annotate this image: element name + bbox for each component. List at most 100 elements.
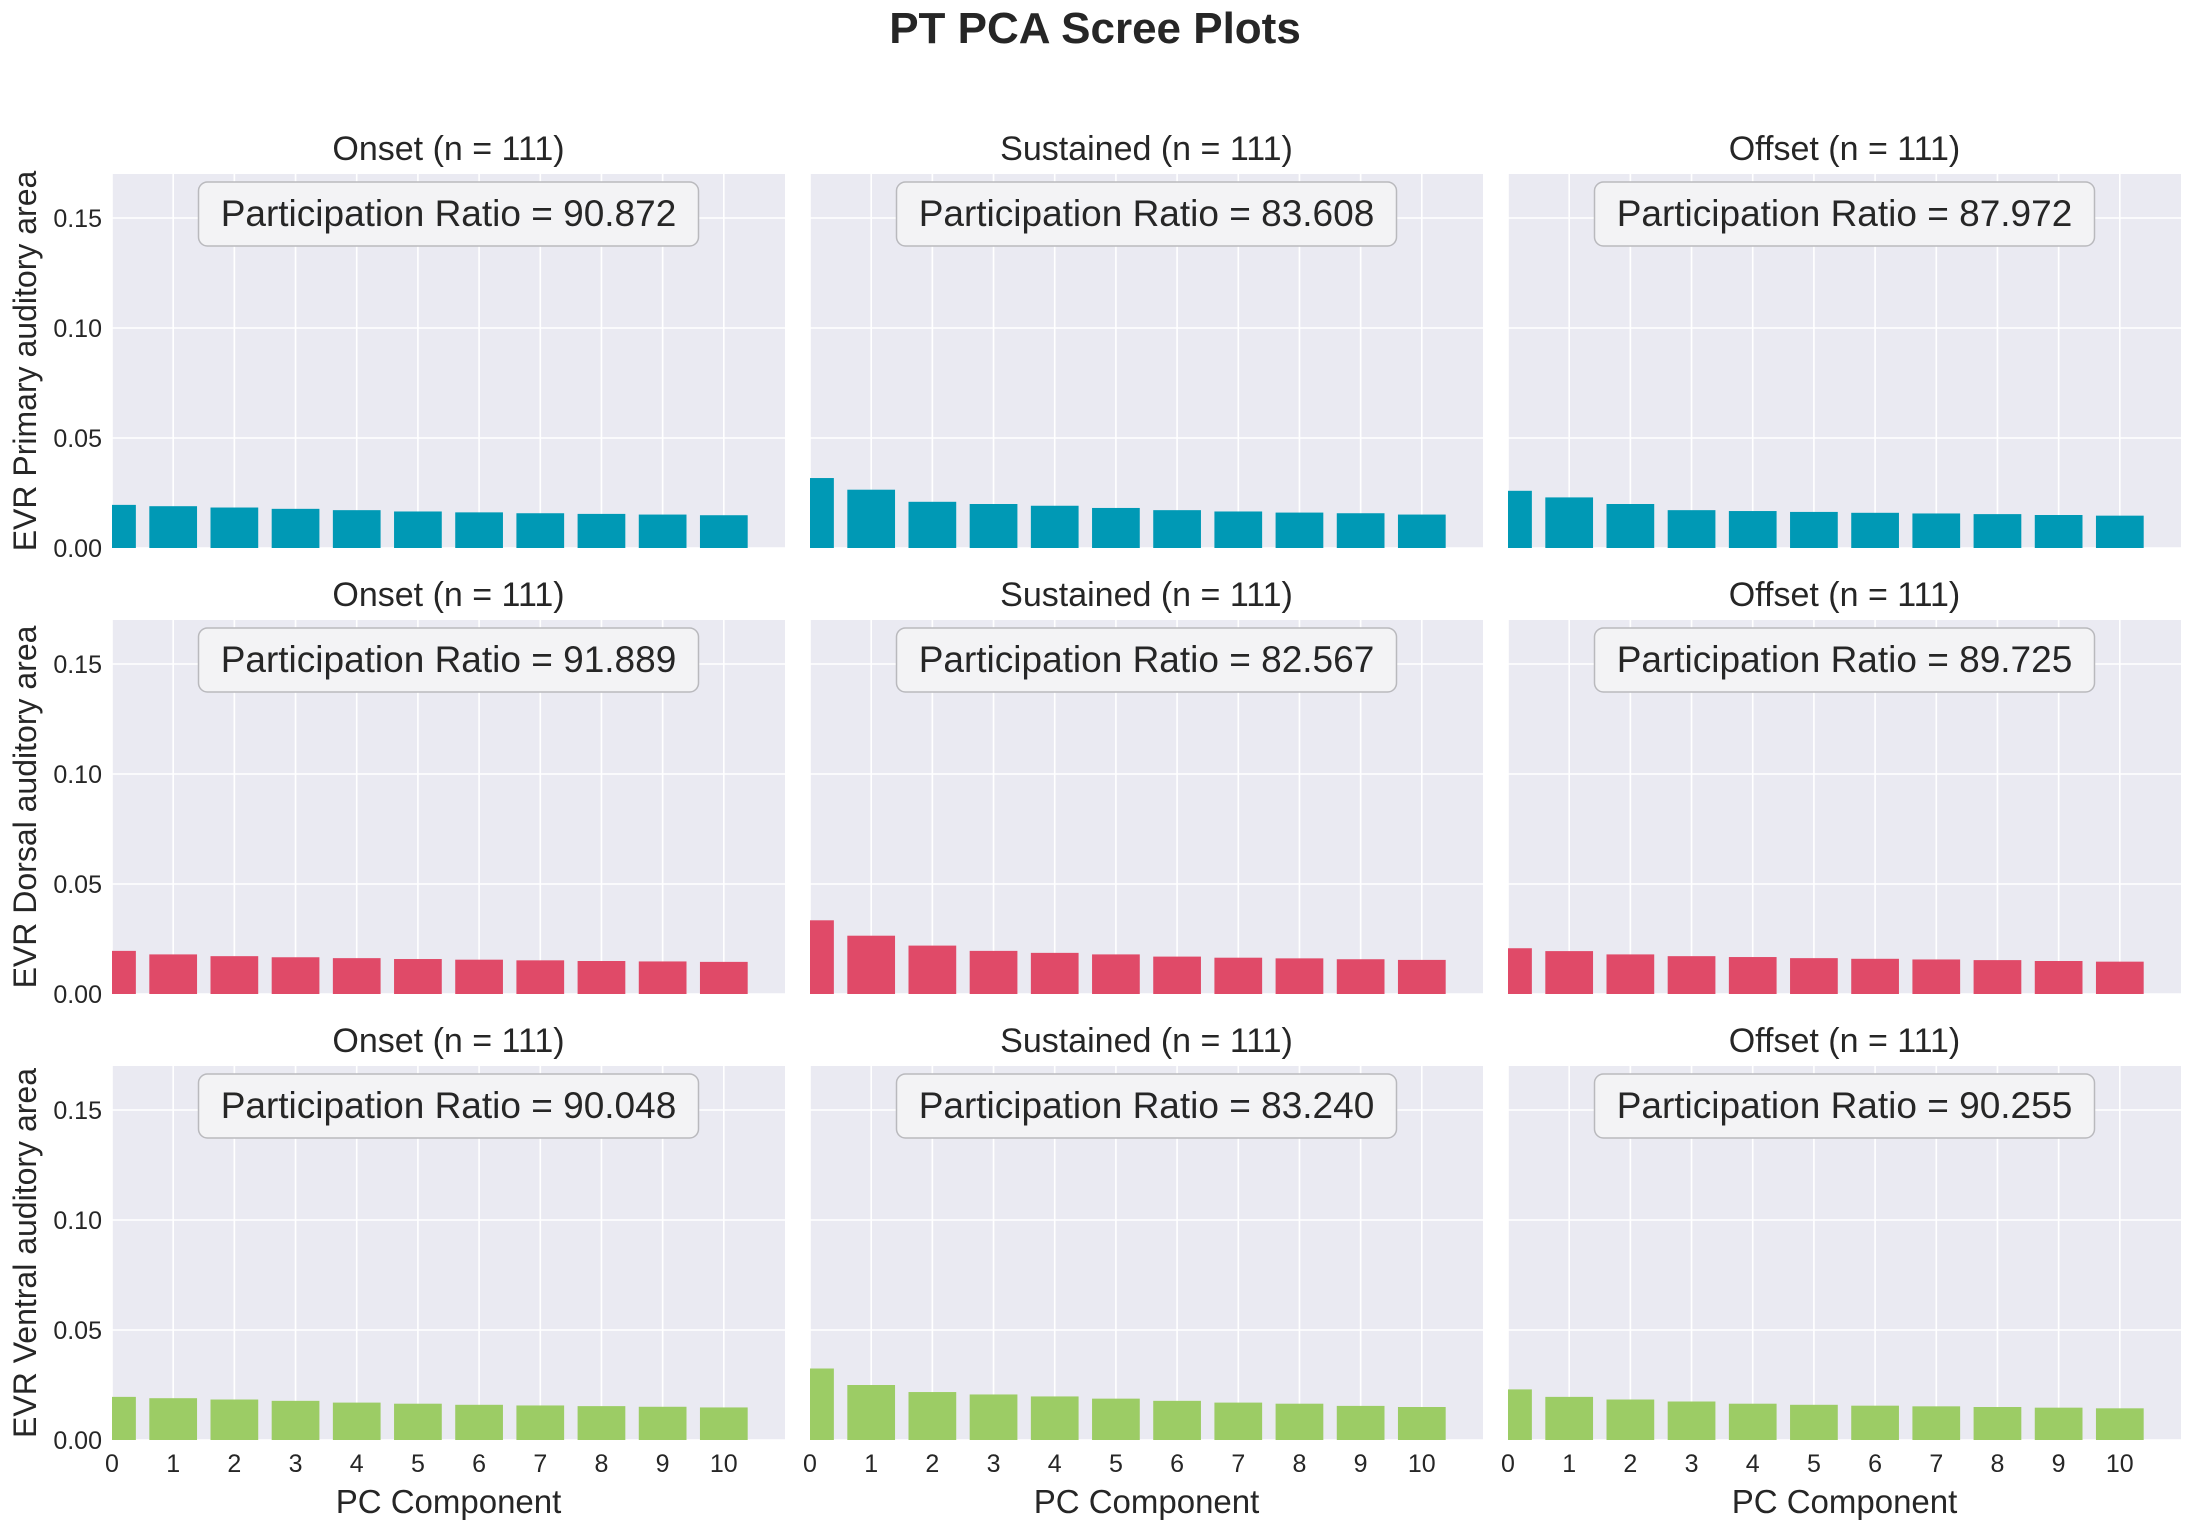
subplot: Onset (n = 111) Participation Ratio = 90.…	[53, 1022, 785, 1520]
bar-pc-2	[1606, 954, 1655, 994]
bar-pc-8	[1275, 1403, 1324, 1440]
annotation-box	[197, 181, 700, 247]
x-tick-label: 8	[1293, 1450, 1307, 1478]
bar-pc-6	[1851, 958, 1899, 994]
bar-pc-4	[1728, 511, 1777, 548]
bar-pc-2	[1606, 504, 1655, 548]
x-tick-label: 3	[1685, 1450, 1699, 1478]
bar-pc-5	[394, 1403, 442, 1440]
bar-pc-7	[516, 960, 565, 994]
participation-ratio-label: Participation Ratio = 90.872	[221, 193, 677, 234]
x-tick-label: 1	[864, 1450, 878, 1478]
x-tick-label: 2	[925, 1450, 939, 1478]
bar-pc-8	[1973, 1407, 2022, 1440]
x-tick-label: 3	[987, 1450, 1001, 1478]
x-axis-label: PC Component	[1732, 1483, 1958, 1520]
subplot-title: Offset (n = 111)	[1729, 1022, 1961, 1060]
bar-pc-2	[210, 507, 259, 548]
x-tick-label: 10	[2106, 1450, 2134, 1478]
bar-pc-0	[1508, 490, 1532, 548]
subplot-title: Onset (n = 111)	[332, 130, 564, 168]
bar-pc-0	[112, 950, 136, 994]
annotation-box	[895, 1073, 1398, 1139]
bar-pc-6	[1851, 1405, 1899, 1440]
bar-pc-7	[516, 1405, 565, 1440]
participation-ratio-label: Participation Ratio = 87.972	[1617, 193, 2073, 234]
x-axis-label: PC Component	[336, 1483, 562, 1520]
subplot: Onset (n = 111) Participation Ratio = 90.…	[53, 130, 785, 563]
bar-pc-8	[1275, 512, 1324, 548]
participation-ratio-label: Participation Ratio = 83.240	[919, 1085, 1375, 1126]
bar-pc-4	[332, 958, 381, 994]
bar-pc-5	[1092, 1398, 1140, 1440]
x-tick-label: 10	[710, 1450, 738, 1478]
bar-pc-10	[699, 961, 748, 994]
x-tick-label: 6	[1868, 1450, 1882, 1478]
x-tick-label: 5	[1109, 1450, 1123, 1478]
bar-pc-5	[1790, 958, 1838, 994]
bar-pc-6	[455, 1404, 503, 1440]
subplot: Offset (n = 111) Participation Ratio = 90…	[1501, 1022, 2181, 1520]
bar-pc-9	[1336, 959, 1385, 994]
bar-pc-9	[2034, 515, 2083, 548]
x-tick-label: 1	[166, 1450, 180, 1478]
panel-grid: EVR Primary auditory area Onset (n = 111)…	[7, 130, 2181, 1520]
bar-pc-4	[1030, 1396, 1079, 1440]
x-tick-label: 5	[411, 1450, 425, 1478]
subplot-title: Offset (n = 111)	[1729, 576, 1961, 614]
subplot: Sustained (n = 111) Participation Ratio =…	[809, 130, 1483, 549]
x-tick-label: 0	[1501, 1450, 1515, 1478]
bar-pc-2	[1606, 1399, 1655, 1440]
bar-pc-4	[1728, 1403, 1777, 1440]
bar-pc-10	[2095, 961, 2144, 994]
bar-pc-1	[847, 935, 896, 994]
x-axis-label: PC Component	[1034, 1483, 1260, 1520]
annotation-box	[197, 627, 700, 693]
bar-pc-4	[1728, 957, 1777, 994]
bar-pc-8	[1275, 958, 1324, 994]
subplot: Onset (n = 111) Participation Ratio = 91.…	[53, 576, 785, 1009]
bar-pc-3	[271, 957, 320, 994]
bar-pc-0	[1508, 948, 1532, 994]
x-tick-label: 9	[656, 1450, 670, 1478]
bar-pc-0	[810, 1368, 834, 1440]
x-tick-label: 0	[105, 1450, 119, 1478]
bar-pc-3	[271, 1400, 320, 1440]
bar-pc-1	[1545, 1396, 1594, 1440]
participation-ratio-label: Participation Ratio = 91.889	[221, 639, 677, 680]
participation-ratio-label: Participation Ratio = 90.255	[1617, 1085, 2073, 1126]
y-tick-label: 0.10	[53, 315, 102, 343]
x-tick-label: 4	[1746, 1450, 1760, 1478]
bar-pc-10	[1397, 959, 1446, 994]
bar-pc-7	[1214, 511, 1263, 548]
bar-pc-7	[1214, 1402, 1263, 1440]
annotation-box	[197, 1073, 700, 1139]
subplot-title: Onset (n = 111)	[332, 1022, 564, 1060]
x-tick-label: 8	[595, 1450, 609, 1478]
y-axis-label: EVR Dorsal auditory area	[7, 625, 43, 988]
bar-pc-4	[1030, 505, 1079, 548]
bar-pc-6	[1851, 512, 1899, 548]
bar-pc-9	[638, 961, 687, 994]
bar-pc-4	[332, 510, 381, 548]
bar-pc-10	[699, 515, 748, 548]
bar-pc-2	[210, 1399, 259, 1440]
bar-pc-9	[2034, 961, 2083, 994]
bar-pc-5	[1790, 511, 1838, 548]
x-tick-label: 7	[1929, 1450, 1943, 1478]
bar-pc-3	[969, 1394, 1018, 1440]
bar-pc-1	[847, 1385, 896, 1440]
y-tick-label: 0.05	[53, 1317, 102, 1345]
y-tick-label: 0.15	[53, 205, 102, 233]
bar-pc-0	[810, 478, 834, 548]
bar-pc-6	[455, 512, 503, 548]
x-tick-label: 9	[2052, 1450, 2066, 1478]
bar-pc-9	[2034, 1407, 2083, 1440]
x-tick-label: 9	[1354, 1450, 1368, 1478]
bar-pc-3	[969, 950, 1018, 994]
annotation-box	[895, 627, 1398, 693]
x-tick-label: 8	[1991, 1450, 2005, 1478]
bar-pc-9	[638, 514, 687, 548]
bar-pc-10	[2095, 515, 2144, 548]
